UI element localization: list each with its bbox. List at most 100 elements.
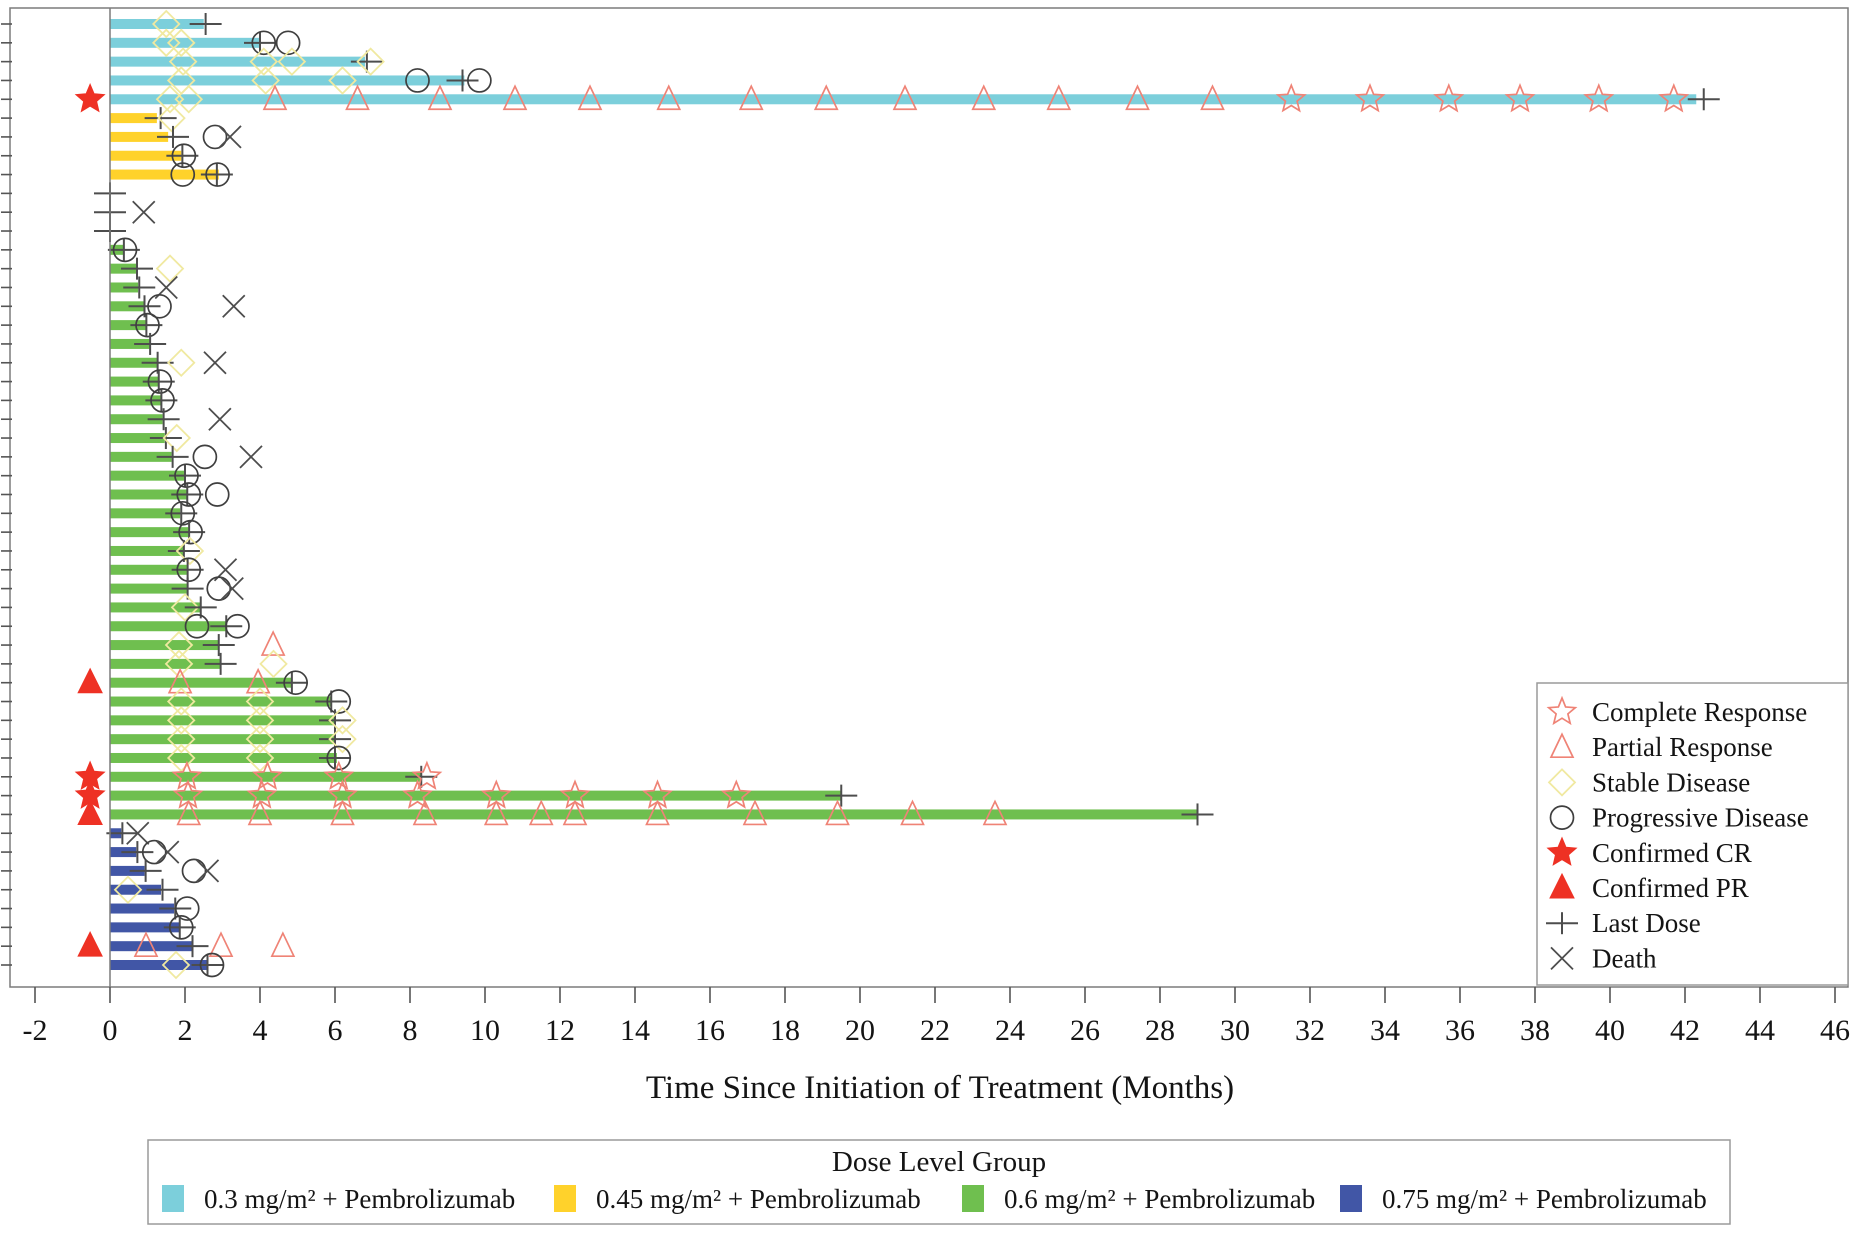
progressive-disease-marker — [147, 369, 173, 394]
stable-disease-marker — [155, 85, 185, 114]
stable-disease-marker — [175, 536, 205, 566]
death-marker — [218, 125, 242, 149]
complete-response-marker — [402, 779, 433, 809]
x-tick-label: 32 — [1295, 1014, 1325, 1047]
stable-disease-marker — [170, 593, 200, 622]
patient-bar — [110, 564, 187, 575]
x-tick-label: 18 — [770, 1014, 800, 1047]
partial-response-marker — [742, 799, 768, 826]
patient-bar — [110, 771, 422, 782]
stable-disease-marker — [157, 103, 186, 133]
stable-disease-marker — [1547, 768, 1577, 797]
progressive-disease-marker — [141, 839, 167, 865]
progressive-disease-marker — [275, 30, 301, 56]
partial-response-marker — [412, 799, 438, 826]
stable-disease-marker — [151, 9, 181, 39]
marker-legend-label: Partial Response — [1592, 732, 1773, 762]
x-tick-label: 46 — [1820, 1014, 1850, 1047]
dose-legend-swatch — [1340, 1185, 1362, 1212]
stable-disease-marker — [166, 706, 196, 735]
progressive-disease-marker — [1549, 805, 1575, 830]
stable-disease-marker — [259, 649, 288, 679]
progressive-disease-marker — [206, 576, 232, 601]
stable-disease-marker — [245, 687, 275, 716]
patient-bar — [110, 640, 219, 651]
x-tick-label: 4 — [253, 1014, 268, 1047]
dose-legend-label: 0.45 mg/m² + Pembrolizumab — [596, 1184, 921, 1214]
death-marker — [156, 840, 180, 864]
partial-response-marker — [982, 799, 1008, 826]
patient-bar — [110, 583, 187, 594]
stable-disease-marker — [168, 47, 198, 76]
x-tick-label: 24 — [995, 1014, 1025, 1047]
confirmed-pr-marker — [77, 931, 103, 957]
marker-legend-label: Last Dose — [1592, 908, 1701, 938]
death-marker — [195, 859, 220, 883]
patient-bar — [110, 470, 185, 481]
x-tick-label: -2 — [23, 1014, 48, 1047]
patient-bar — [110, 941, 193, 952]
patient-bar — [110, 94, 1697, 105]
plot-border — [9, 7, 1849, 988]
progressive-disease-marker — [178, 519, 203, 545]
patient-bar — [110, 301, 144, 312]
x-tick-label: 10 — [470, 1014, 500, 1047]
x-tick-label: 16 — [695, 1014, 725, 1047]
patient-bar — [110, 545, 184, 556]
progressive-disease-marker — [147, 293, 172, 319]
partial-response-marker — [260, 630, 286, 656]
death-marker — [220, 576, 244, 601]
stable-disease-marker — [166, 28, 196, 58]
stable-disease-marker — [328, 706, 357, 735]
patient-bar — [110, 113, 157, 124]
stable-disease-marker — [245, 743, 275, 773]
stable-disease-marker — [174, 85, 204, 114]
patient-bar — [110, 602, 200, 613]
dose-legend-title: Dose Level Group — [832, 1146, 1046, 1178]
progressive-disease-marker — [204, 482, 230, 507]
x-tick-label: 8 — [403, 1014, 418, 1047]
progressive-disease-marker — [251, 30, 277, 56]
confirmed-pr-marker — [77, 799, 103, 825]
partial-response-marker — [656, 84, 682, 111]
x-tick-label: 12 — [545, 1014, 575, 1047]
progressive-disease-marker — [192, 444, 218, 470]
progressive-disease-marker — [181, 858, 207, 884]
patient-bar — [110, 884, 161, 895]
patient-bar — [110, 338, 150, 349]
x-tick-label: 28 — [1145, 1014, 1175, 1047]
partial-response-marker — [1125, 84, 1150, 111]
x-tick-label: 44 — [1745, 1014, 1775, 1047]
marker-legend-label: Confirmed PR — [1592, 873, 1749, 903]
patient-bar — [110, 56, 365, 67]
dose-legend-label: 0.6 mg/m² + Pembrolizumab — [1004, 1184, 1315, 1214]
patient-bar — [110, 37, 260, 48]
complete-response-marker — [1275, 83, 1307, 113]
patient-bar — [110, 150, 182, 161]
progressive-disease-marker — [174, 896, 200, 921]
patient-bar — [110, 320, 146, 331]
marker-legend-label: Confirmed CR — [1592, 838, 1752, 868]
death-marker — [239, 445, 263, 469]
partial-response-marker — [577, 84, 603, 111]
death-marker — [1550, 946, 1574, 971]
complete-response-marker — [1583, 83, 1615, 113]
partial-response-marker — [528, 799, 554, 826]
marker-legend: Complete Response Partial Response Stable … — [1536, 682, 1849, 986]
partial-response-marker — [176, 799, 202, 826]
complete-response-marker — [720, 779, 752, 809]
x-axis-title: Time Since Initiation of Treatment (Mont… — [646, 1070, 1234, 1106]
patient-bar — [110, 395, 161, 406]
x-tick-label: 22 — [920, 1014, 950, 1047]
marker-legend-label: Death — [1592, 943, 1657, 973]
stable-disease-marker — [277, 47, 307, 76]
stable-disease-marker — [245, 724, 275, 754]
progressive-disease-marker — [184, 613, 210, 639]
complete-response-marker — [323, 760, 355, 790]
marker-legend-label: Progressive Disease — [1592, 803, 1809, 833]
patient-bar — [110, 621, 226, 632]
complete-response-marker — [1546, 695, 1578, 726]
patient-bar — [110, 489, 187, 500]
partial-response-marker — [133, 931, 159, 958]
